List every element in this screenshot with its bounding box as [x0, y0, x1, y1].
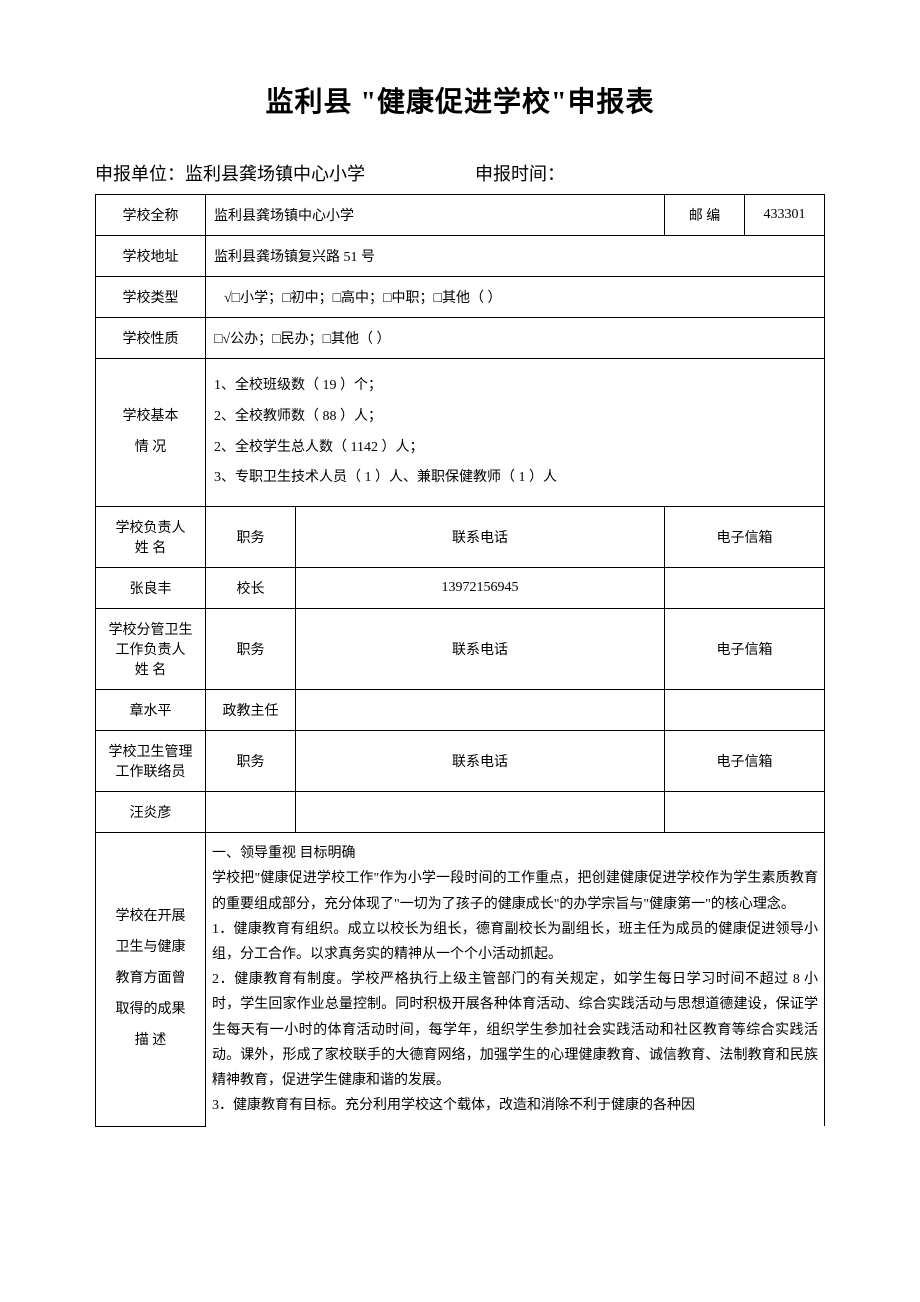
position-header: 职务 — [206, 609, 296, 690]
email-header: 电子信箱 — [665, 609, 825, 690]
label-line: 姓 名 — [104, 659, 197, 679]
label-line: 学校卫生管理 — [104, 741, 197, 761]
health-mgr-email — [665, 690, 825, 731]
principal-label: 学校负责人 姓 名 — [96, 507, 206, 568]
unit-label: 申报单位： — [95, 160, 185, 186]
postcode-label: 邮 编 — [665, 195, 745, 236]
table-row: 学校地址 监利县龚场镇复兴路 51 号 — [96, 236, 825, 277]
page-title: 监利县 "健康促进学校"申报表 — [95, 80, 825, 120]
nature-label: 学校性质 — [96, 318, 206, 359]
table-row: 学校全称 监利县龚场镇中心小学 邮 编 433301 — [96, 195, 825, 236]
basic-label-line: 情 况 — [104, 433, 197, 464]
address-label: 学校地址 — [96, 236, 206, 277]
liaison-name: 汪炎彦 — [96, 792, 206, 833]
label-line: 描 述 — [104, 1026, 197, 1057]
phone-header: 联系电话 — [296, 609, 665, 690]
position-header: 职务 — [206, 731, 296, 792]
basic-line: 2、全校学生总人数（ 1142 ）人； — [214, 433, 816, 464]
email-header: 电子信箱 — [665, 507, 825, 568]
label-line: 工作负责人 — [104, 639, 197, 659]
principal-name: 张良丰 — [96, 568, 206, 609]
phone-header: 联系电话 — [296, 507, 665, 568]
table-row: 章水平 政教主任 — [96, 690, 825, 731]
basic-line: 3、专职卫生技术人员（ 1 ）人、兼职保健教师（ 1 ）人 — [214, 463, 816, 494]
email-header: 电子信箱 — [665, 731, 825, 792]
liaison-label: 学校卫生管理 工作联络员 — [96, 731, 206, 792]
basic-line: 2、全校教师数（ 88 ）人； — [214, 402, 816, 433]
school-name-value: 监利县龚场镇中心小学 — [206, 195, 665, 236]
table-row: 学校分管卫生 工作负责人 姓 名 职务 联系电话 电子信箱 — [96, 609, 825, 690]
school-name-label: 学校全称 — [96, 195, 206, 236]
label-line: 工作联络员 — [104, 761, 197, 781]
nature-value: □√公办；□民办；□其他（ ） — [206, 318, 825, 359]
health-mgr-label: 学校分管卫生 工作负责人 姓 名 — [96, 609, 206, 690]
principal-phone: 13972156945 — [296, 568, 665, 609]
application-form-table: 学校全称 监利县龚场镇中心小学 邮 编 433301 学校地址 监利县龚场镇复兴… — [95, 194, 825, 1127]
principal-position: 校长 — [206, 568, 296, 609]
basic-line: 1、全校班级数（ 19 ）个； — [214, 371, 816, 402]
health-mgr-position: 政教主任 — [206, 690, 296, 731]
label-line: 学校负责人 — [104, 517, 197, 537]
table-row: 学校类型 √□小学；□初中；□高中；□中职；□其他（ ） — [96, 277, 825, 318]
table-row: 张良丰 校长 13972156945 — [96, 568, 825, 609]
achievements-label: 学校在开展 卫生与健康 教育方面曾 取得的成果 描 述 — [96, 833, 206, 1127]
label-line: 姓 名 — [104, 537, 197, 557]
type-value: √□小学；□初中；□高中；□中职；□其他（ ） — [206, 277, 825, 318]
label-line: 卫生与健康 — [104, 933, 197, 964]
liaison-phone — [296, 792, 665, 833]
health-mgr-phone — [296, 690, 665, 731]
basic-info-value: 1、全校班级数（ 19 ）个； 2、全校教师数（ 88 ）人； 2、全校学生总人… — [206, 359, 825, 507]
health-mgr-name: 章水平 — [96, 690, 206, 731]
liaison-position — [206, 792, 296, 833]
header-line: 申报单位： 监利县龚场镇中心小学 申报时间： — [95, 160, 825, 186]
label-line: 取得的成果 — [104, 995, 197, 1026]
table-row: 学校负责人 姓 名 职务 联系电话 电子信箱 — [96, 507, 825, 568]
unit-value: 监利县龚场镇中心小学 — [185, 160, 365, 186]
postcode-value: 433301 — [745, 195, 825, 236]
table-row: 学校卫生管理 工作联络员 职务 联系电话 电子信箱 — [96, 731, 825, 792]
position-header: 职务 — [206, 507, 296, 568]
label-line: 教育方面曾 — [104, 964, 197, 995]
label-line: 学校在开展 — [104, 902, 197, 933]
table-row: 汪炎彦 — [96, 792, 825, 833]
principal-email — [665, 568, 825, 609]
table-row: 学校性质 □√公办；□民办；□其他（ ） — [96, 318, 825, 359]
time-label: 申报时间： — [475, 160, 565, 186]
type-label: 学校类型 — [96, 277, 206, 318]
phone-header: 联系电话 — [296, 731, 665, 792]
liaison-email — [665, 792, 825, 833]
table-row: 学校基本 情 况 1、全校班级数（ 19 ）个； 2、全校教师数（ 88 ）人；… — [96, 359, 825, 507]
basic-info-label: 学校基本 情 况 — [96, 359, 206, 507]
label-line: 学校分管卫生 — [104, 619, 197, 639]
address-value: 监利县龚场镇复兴路 51 号 — [206, 236, 825, 277]
table-row: 学校在开展 卫生与健康 教育方面曾 取得的成果 描 述 一、领导重视 目标明确学… — [96, 833, 825, 1127]
basic-label-line: 学校基本 — [104, 402, 197, 433]
achievements-text: 一、领导重视 目标明确学校把"健康促进学校工作"作为小学一段时间的工作重点，把创… — [206, 833, 825, 1127]
